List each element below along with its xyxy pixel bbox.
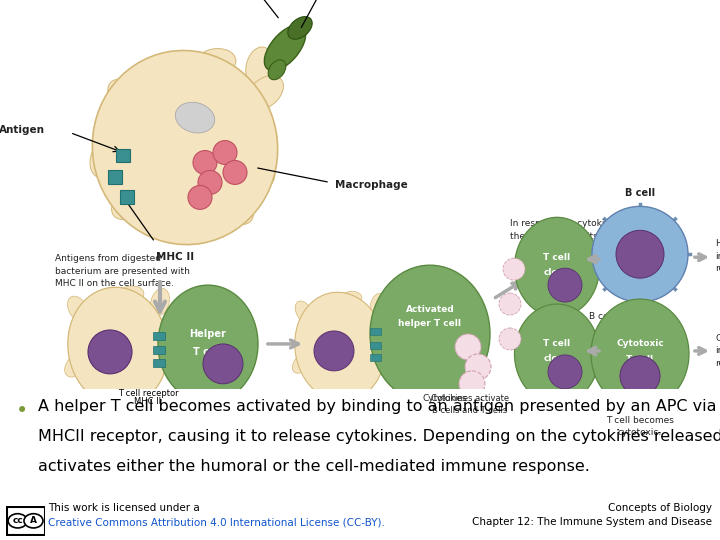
FancyBboxPatch shape — [116, 148, 130, 163]
Ellipse shape — [515, 304, 600, 404]
Circle shape — [203, 344, 243, 384]
Ellipse shape — [154, 208, 196, 237]
Circle shape — [223, 160, 247, 185]
Ellipse shape — [194, 49, 236, 77]
Text: T cell: T cell — [544, 253, 570, 262]
Ellipse shape — [68, 287, 168, 407]
Ellipse shape — [515, 217, 600, 317]
Ellipse shape — [268, 60, 286, 80]
Ellipse shape — [175, 102, 215, 133]
Ellipse shape — [150, 288, 169, 316]
Ellipse shape — [370, 293, 386, 317]
Ellipse shape — [125, 385, 151, 404]
Ellipse shape — [90, 137, 120, 178]
Text: Cytokines: Cytokines — [423, 394, 467, 403]
Circle shape — [616, 230, 664, 278]
Circle shape — [548, 355, 582, 389]
Text: B cell: B cell — [625, 188, 655, 198]
FancyBboxPatch shape — [370, 354, 381, 361]
Ellipse shape — [246, 76, 284, 110]
Ellipse shape — [245, 147, 275, 188]
Text: A helper T cell becomes activated by binding to an antigen presented by an APC v: A helper T cell becomes activated by bin… — [38, 399, 720, 414]
Text: In response to cytokines,
the T cell clones itself.: In response to cytokines, the T cell clo… — [510, 219, 624, 241]
Circle shape — [198, 171, 222, 194]
Text: Cell-mediated
immune
response: Cell-mediated immune response — [715, 334, 720, 368]
Text: •: • — [16, 401, 28, 421]
FancyBboxPatch shape — [6, 507, 45, 535]
Ellipse shape — [65, 353, 87, 377]
Text: T cell becomes
cytotoxic.: T cell becomes cytotoxic. — [606, 416, 674, 436]
Circle shape — [499, 293, 521, 315]
Ellipse shape — [68, 296, 89, 322]
FancyBboxPatch shape — [370, 328, 381, 335]
FancyBboxPatch shape — [153, 359, 165, 367]
Ellipse shape — [246, 47, 274, 89]
Ellipse shape — [591, 299, 689, 409]
Circle shape — [88, 330, 132, 374]
Text: Activated: Activated — [405, 305, 454, 314]
Circle shape — [314, 331, 354, 371]
Ellipse shape — [264, 25, 306, 71]
Text: cc: cc — [12, 516, 23, 525]
Text: Antigens from digested
bacterium are presented with
MHC II on the cell surface.: Antigens from digested bacterium are pre… — [55, 254, 190, 288]
Ellipse shape — [116, 286, 144, 304]
Text: T cell receptor: T cell receptor — [117, 389, 179, 398]
Text: clone: clone — [544, 354, 571, 363]
FancyBboxPatch shape — [370, 342, 381, 349]
Text: Macrophage: Macrophage — [335, 180, 408, 191]
Circle shape — [455, 334, 481, 360]
Text: T cell: T cell — [193, 347, 222, 357]
Ellipse shape — [370, 265, 490, 403]
Circle shape — [548, 268, 582, 302]
Text: MHCII receptor, causing it to release cytokines. Depending on the cytokines rele: MHCII receptor, causing it to release cy… — [38, 429, 720, 444]
Ellipse shape — [288, 17, 312, 39]
Circle shape — [188, 185, 212, 210]
Text: Chapter 12: The Immune System and Disease: Chapter 12: The Immune System and Diseas… — [472, 517, 712, 527]
Text: MHC II: MHC II — [135, 397, 161, 406]
Ellipse shape — [92, 51, 278, 245]
FancyBboxPatch shape — [153, 346, 165, 354]
Text: Humoral
immune
response: Humoral immune response — [715, 239, 720, 273]
Ellipse shape — [155, 58, 195, 87]
Ellipse shape — [338, 292, 362, 307]
Text: Cytotoxic: Cytotoxic — [616, 340, 664, 348]
Text: B cell clones itself: B cell clones itself — [589, 312, 671, 321]
Circle shape — [213, 140, 237, 165]
Text: Concepts of Biology: Concepts of Biology — [608, 503, 712, 513]
Text: clone: clone — [544, 268, 571, 276]
Circle shape — [24, 514, 43, 528]
FancyBboxPatch shape — [108, 171, 122, 185]
Ellipse shape — [108, 79, 143, 116]
Ellipse shape — [292, 353, 312, 373]
Text: This work is licensed under a: This work is licensed under a — [48, 503, 199, 513]
Text: Helper: Helper — [189, 329, 226, 339]
Text: T cell: T cell — [626, 355, 654, 364]
Text: Cytokines activate
B cells and T cells: Cytokines activate B cells and T cells — [431, 394, 509, 415]
Circle shape — [503, 258, 525, 280]
FancyBboxPatch shape — [120, 191, 134, 204]
Circle shape — [193, 151, 217, 174]
FancyBboxPatch shape — [153, 332, 165, 340]
Text: Creative Commons Attribution 4.0 International License (CC-BY).: Creative Commons Attribution 4.0 Interna… — [48, 517, 385, 527]
Circle shape — [459, 371, 485, 397]
Circle shape — [499, 328, 521, 350]
Text: MHC II: MHC II — [156, 252, 194, 262]
Ellipse shape — [112, 185, 148, 220]
Circle shape — [620, 356, 660, 396]
Text: T cell: T cell — [544, 340, 570, 348]
Ellipse shape — [295, 301, 313, 323]
Ellipse shape — [294, 292, 385, 402]
Text: helper T cell: helper T cell — [398, 320, 462, 328]
Circle shape — [8, 514, 27, 528]
Ellipse shape — [217, 190, 253, 225]
Ellipse shape — [346, 383, 369, 399]
Ellipse shape — [158, 285, 258, 403]
Circle shape — [465, 354, 491, 380]
Text: Antigen: Antigen — [0, 125, 45, 134]
Text: A: A — [30, 516, 37, 525]
Circle shape — [592, 206, 688, 302]
Text: activates either the humoral or the cell-mediated immune response.: activates either the humoral or the cell… — [38, 459, 590, 474]
